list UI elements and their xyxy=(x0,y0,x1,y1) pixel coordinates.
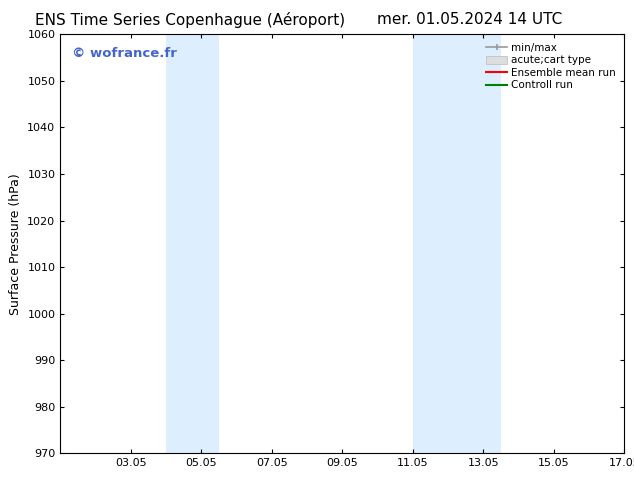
Bar xyxy=(448,34,501,453)
Y-axis label: Surface Pressure (hPa): Surface Pressure (hPa) xyxy=(9,173,22,315)
Text: mer. 01.05.2024 14 UTC: mer. 01.05.2024 14 UTC xyxy=(377,12,562,27)
Bar xyxy=(166,34,219,453)
Bar xyxy=(413,34,448,453)
Text: © wofrance.fr: © wofrance.fr xyxy=(72,47,176,60)
Legend: min/max, acute;cart type, Ensemble mean run, Controll run: min/max, acute;cart type, Ensemble mean … xyxy=(483,40,619,94)
Text: ENS Time Series Copenhague (Aéroport): ENS Time Series Copenhague (Aéroport) xyxy=(35,12,346,28)
